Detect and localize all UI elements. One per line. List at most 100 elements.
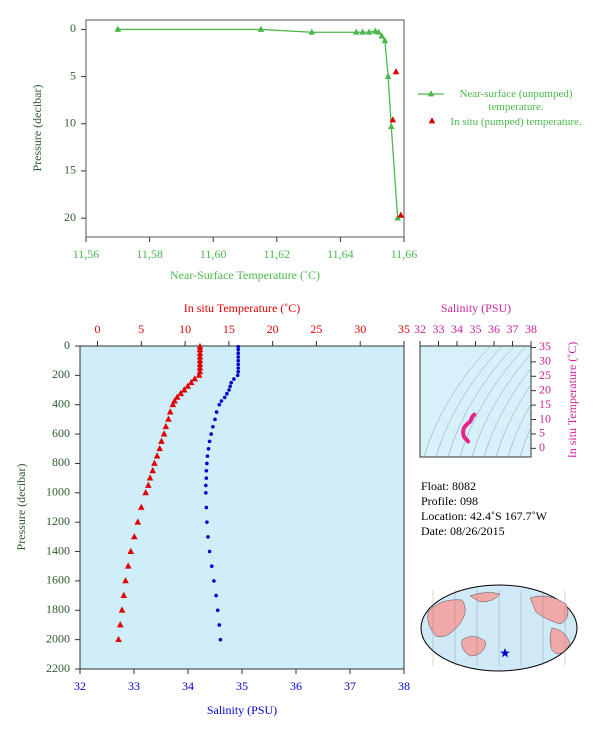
data-point <box>397 211 405 218</box>
x-tick-label: 11,56 <box>73 247 100 261</box>
legend-marker <box>428 117 436 124</box>
x-tick-label: 37 <box>507 322 519 336</box>
x-tick-label: 11,58 <box>136 247 163 261</box>
series-line <box>117 28 399 219</box>
data-point <box>187 378 195 386</box>
y-tick-label: 1000 <box>46 485 70 499</box>
x-tick-label: 38 <box>398 679 410 693</box>
x-tick-label: 11,64 <box>327 247 354 261</box>
y-axis-label: In situ Temperature (˚C) <box>565 342 579 459</box>
x-tick-label: 38 <box>525 322 537 336</box>
x2-tick-label: 10 <box>179 322 191 336</box>
data-point <box>166 408 174 415</box>
data-point <box>392 68 400 75</box>
map-land <box>469 592 501 603</box>
data-point <box>120 591 128 598</box>
legend-marker <box>427 90 435 97</box>
x-tick-label: 11,66 <box>391 247 418 261</box>
location-map <box>420 584 578 672</box>
data-point <box>205 461 209 466</box>
y-tick-label: 30 <box>539 354 551 368</box>
data-point <box>196 353 204 360</box>
data-point <box>213 417 217 422</box>
x2-tick-label: 25 <box>310 322 322 336</box>
isopycnal <box>459 346 527 457</box>
data-point <box>145 481 152 488</box>
y-tick-label: 20 <box>539 382 551 396</box>
data-point <box>236 362 241 367</box>
data-point <box>195 371 203 378</box>
x2-tick-label: 30 <box>354 322 366 336</box>
x-axis-label: Salinity (PSU) <box>441 301 511 315</box>
data-point <box>153 452 161 459</box>
y-tick-label: 15 <box>64 163 76 177</box>
data-point <box>222 395 227 400</box>
y-tick-label: 1600 <box>46 573 70 587</box>
y-tick-label: 400 <box>52 396 70 410</box>
data-point <box>218 637 223 642</box>
data-point <box>191 375 199 382</box>
x2-tick-label: 0 <box>95 322 101 336</box>
data-point <box>308 28 316 35</box>
x2-tick-label: 15 <box>223 322 235 336</box>
data-point <box>207 549 212 554</box>
y-tick-label: 0 <box>539 440 545 454</box>
series-line <box>461 412 477 444</box>
x2-tick-label: 35 <box>398 322 410 336</box>
data-point <box>196 349 204 356</box>
data-point <box>225 391 229 396</box>
y-tick-label: 15 <box>539 397 551 411</box>
data-point <box>235 373 240 378</box>
data-point <box>137 503 145 510</box>
data-point <box>115 635 122 643</box>
y-tick-label: 1200 <box>46 514 70 528</box>
data-point <box>130 533 138 540</box>
data-point <box>209 564 214 569</box>
x-axis-label: Salinity (PSU) <box>207 703 277 717</box>
data-point <box>375 28 382 35</box>
y-tick-label: 1400 <box>46 543 70 557</box>
data-point <box>206 446 211 451</box>
x-tick-label: 33 <box>128 679 140 693</box>
data-point <box>165 415 172 422</box>
map-land <box>529 595 569 625</box>
data-point <box>204 505 209 510</box>
data-point <box>236 344 241 349</box>
info-line: Date: 08/26/2015 <box>421 524 505 538</box>
data-point <box>118 606 126 613</box>
isopycnal <box>471 353 531 457</box>
y-tick-label: 2000 <box>46 631 70 645</box>
y-tick-label: 0 <box>70 21 76 35</box>
data-point <box>196 356 204 364</box>
data-point <box>353 28 360 35</box>
map-star <box>500 648 510 658</box>
data-point <box>228 384 232 389</box>
data-point <box>217 402 222 407</box>
plot-area <box>85 19 405 238</box>
data-point <box>365 28 373 35</box>
data-point <box>387 122 395 130</box>
y-tick-label: 25 <box>539 368 551 382</box>
data-point <box>114 25 122 32</box>
y-tick-label: 10 <box>539 411 551 425</box>
data-point <box>116 621 124 628</box>
y-tick-label: 600 <box>52 426 70 440</box>
data-point <box>180 386 188 393</box>
data-point <box>214 593 218 598</box>
data-point <box>384 72 392 80</box>
x2-axis-label: In situ Temperature (˚C) <box>184 301 301 315</box>
data-point <box>177 389 185 397</box>
y-axis-label: Pressure (decibar) <box>30 85 44 172</box>
data-point <box>156 444 163 452</box>
data-point <box>205 520 209 524</box>
y-tick-label: 35 <box>539 339 551 353</box>
x2-tick-label: 5 <box>138 322 144 336</box>
legend-entry: In situ (pumped) temperature. <box>450 116 582 128</box>
y-tick-label: 2200 <box>46 661 70 675</box>
data-point <box>219 399 224 403</box>
data-point <box>204 476 209 480</box>
data-point <box>160 430 168 437</box>
isopycnal <box>495 384 531 457</box>
y-tick-label: 800 <box>52 455 70 469</box>
